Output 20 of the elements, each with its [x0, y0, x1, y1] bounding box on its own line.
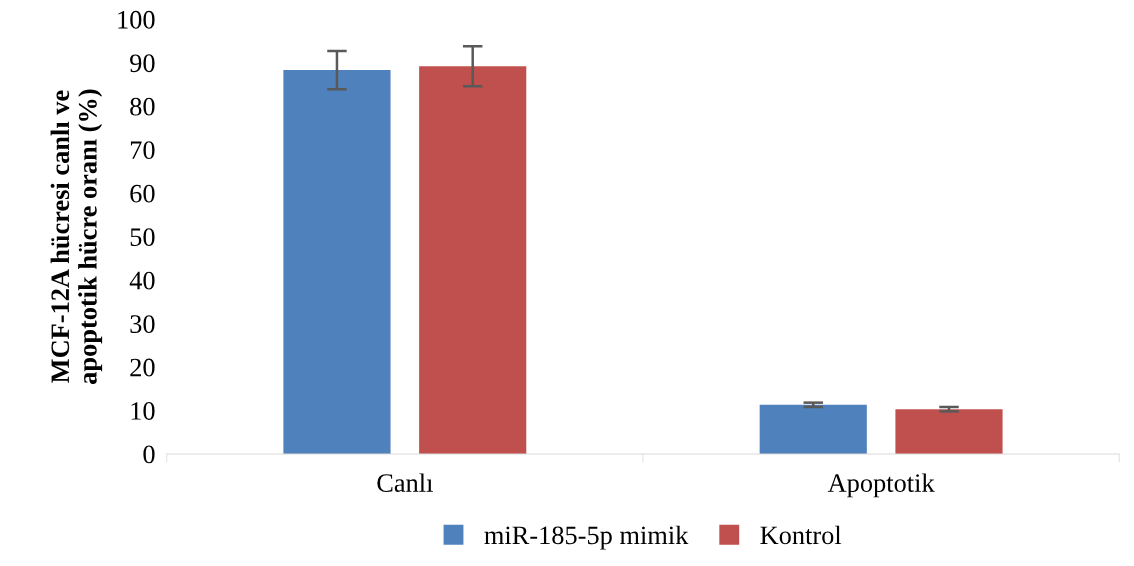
y-tick-label: 10 — [131, 402, 155, 420]
x-tick-label: Canlı — [377, 473, 433, 492]
y-tick-label: 20 — [130, 358, 155, 377]
bar — [895, 409, 1003, 454]
bar — [283, 70, 391, 454]
y-tick-label: 90 — [130, 54, 155, 73]
y-tick-label: 70 — [130, 141, 155, 160]
y-tick-label: 60 — [130, 184, 155, 203]
y-tick-label: 30 — [130, 315, 155, 333]
y-tick-label: 50 — [130, 228, 155, 246]
y-tick-label: 100 — [118, 10, 155, 29]
x-tick-label: Apoptotik — [827, 473, 935, 498]
y-tick-label: 80 — [130, 97, 155, 116]
bar — [419, 66, 527, 454]
bar — [759, 404, 867, 454]
y-axis-title: MCF-12A hücresi canlı ve apoptotik hücre oranı (%) — [50, 89, 103, 384]
legend-label: miR-185-5p mimik — [484, 525, 689, 550]
legend-label: Kontrol — [760, 525, 842, 545]
y-tick-label: 40 — [129, 271, 155, 290]
y-tick-label: 0 — [143, 445, 155, 464]
